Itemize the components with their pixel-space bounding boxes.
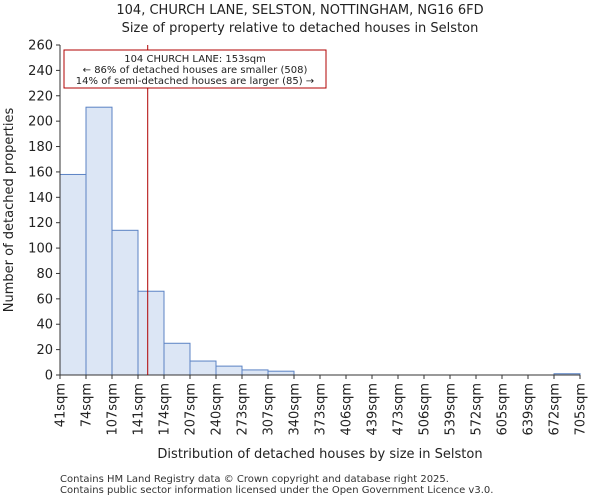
y-tick-label: 260 [28, 39, 53, 54]
annotation-box: 104 CHURCH LANE: 153sqm ← 86% of detache… [63, 49, 327, 89]
y-tick-label: 240 [28, 64, 53, 79]
chart-title: 104, CHURCH LANE, SELSTON, NOTTINGHAM, N… [116, 3, 484, 18]
y-tick-label: 200 [28, 115, 53, 130]
y-tick-label: 60 [36, 292, 53, 307]
y-axis-label: Number of detached properties [2, 108, 17, 313]
x-tick-label: 273sqm [236, 383, 251, 436]
y-tick-label: 100 [28, 242, 53, 257]
bar-207sqm [189, 360, 217, 376]
y-tick-label: 180 [28, 140, 53, 155]
x-tick-label: 473sqm [392, 383, 407, 436]
y-tick-label: 120 [28, 216, 53, 231]
x-tick-label: 605sqm [496, 383, 511, 436]
x-tick-label: 340sqm [288, 383, 303, 436]
y-tick-label: 160 [28, 165, 53, 180]
y-tick-label: 80 [36, 267, 53, 282]
bars-group [59, 106, 581, 376]
bar-74sqm [85, 106, 113, 376]
annotation-border [63, 49, 327, 89]
x-tick-label: 572sqm [470, 383, 485, 436]
x-tick-label: 406sqm [340, 383, 355, 436]
x-tick-label: 506sqm [418, 383, 433, 436]
x-tick-label: 639sqm [522, 383, 537, 436]
y-axis: 0 20 40 60 80 100 120 140 160 180 200 220 240 260 [28, 39, 61, 384]
histogram-chart: 0 20 40 60 80 100 120 140 160 180 200 220 240 260 41s… [2, 39, 589, 463]
x-tick-label: 373sqm [314, 383, 329, 436]
x-axis: 41sqm 74sqm 107sqm 141sqm 174sqm 207sqm 240sqm… [54, 374, 589, 436]
x-axis-label: Distribution of detached houses by size … [157, 447, 482, 462]
x-tick-label: 141sqm [132, 383, 147, 436]
footer-line-1: Contains HM Land Registry data © Crown c… [60, 474, 449, 485]
y-tick-label: 40 [36, 318, 53, 333]
x-tick-label: 74sqm [80, 383, 95, 427]
x-tick-label: 41sqm [54, 383, 69, 427]
y-tick-label: 140 [28, 191, 53, 206]
y-tick-label: 20 [36, 343, 53, 358]
bar-41sqm [59, 173, 87, 376]
x-tick-label: 705sqm [574, 383, 589, 436]
y-tick-label: 0 [45, 369, 53, 384]
x-tick-label: 174sqm [158, 383, 173, 436]
chart-subtitle: Size of property relative to detached ho… [121, 21, 479, 36]
footer-line-2: Contains public sector information licen… [60, 485, 494, 496]
x-tick-label: 307sqm [262, 383, 277, 436]
annotation-line-3: 14% of semi-detached houses are larger (… [76, 76, 314, 87]
x-tick-label: 439sqm [366, 383, 381, 436]
annotation-line-2: ← 86% of detached houses are smaller (50… [83, 65, 308, 76]
annotation-line-1: 104 CHURCH LANE: 153sqm [124, 54, 266, 65]
bar-240sqm [215, 365, 243, 376]
x-tick-label: 672sqm [548, 383, 563, 436]
x-tick-label: 539sqm [444, 383, 459, 436]
x-tick-label: 240sqm [210, 383, 225, 436]
x-tick-label: 207sqm [184, 383, 199, 436]
bar-141sqm [137, 290, 165, 376]
bar-273sqm [241, 369, 269, 376]
bar-107sqm [111, 229, 139, 376]
y-tick-label: 220 [28, 89, 53, 104]
x-tick-label: 107sqm [106, 383, 121, 436]
bar-174sqm [163, 342, 191, 376]
bar-307sqm [267, 370, 295, 376]
